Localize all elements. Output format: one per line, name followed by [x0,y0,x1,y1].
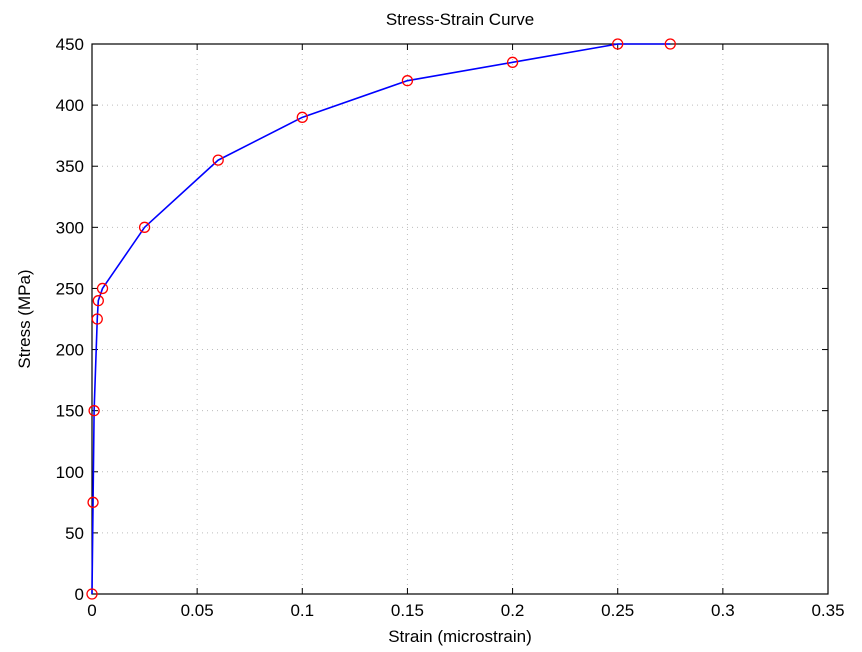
data-point-marker [138,221,151,233]
data-point-marker [92,295,104,307]
data-point-marker [664,38,676,50]
data-point-marker [91,313,103,325]
x-tick-label: 0.25 [601,601,634,620]
data-point-marker [401,75,414,87]
data-point-marker [296,111,308,123]
grid-layer [92,44,828,594]
y-tick-label: 300 [56,218,84,237]
y-tick-label: 100 [56,463,84,482]
data-point-marker [96,282,109,295]
y-tick-label: 200 [56,341,84,360]
x-axis-title: Strain (microstrain) [388,627,532,646]
y-tick-label: 50 [65,524,84,543]
y-axis-title: Stress (MPa) [15,269,34,368]
x-tick-label: 0.15 [391,601,424,620]
data-point-marker [612,38,624,50]
y-tick-label: 0 [75,585,84,604]
x-tick-label: 0.1 [290,601,314,620]
x-tick-label: 0.05 [181,601,214,620]
x-tick-label: 0.35 [811,601,844,620]
x-tick-label: 0.3 [711,601,735,620]
y-tick-label: 250 [56,279,84,298]
x-tick-label: 0 [87,601,96,620]
y-tick-label: 150 [56,402,84,421]
data-point-marker [88,405,100,417]
y-tick-label: 450 [56,35,84,54]
data-point-marker [212,154,224,166]
series-line [91,43,671,595]
data-point-marker [506,56,519,68]
data-point-marker [87,496,99,508]
y-tick-label: 400 [56,96,84,115]
tick-layer: 0 0.05 0.1 0.15 0.2 0.25 0.3 0.35 0 50 100 150 200 25… [56,35,845,620]
x-tick-label: 0.2 [501,601,525,620]
series-layer [86,38,676,600]
data-point-marker [86,588,98,600]
y-tick-label: 350 [56,157,84,176]
chart-title: Stress-Strain Curve [386,10,534,29]
